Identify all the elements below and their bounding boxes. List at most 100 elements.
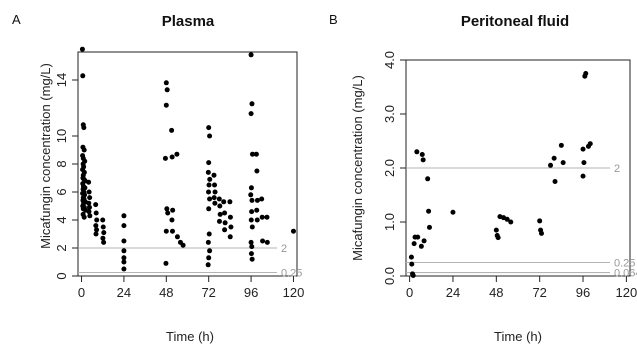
panel-b-data-point	[426, 224, 432, 230]
panel-a-data-point	[169, 154, 175, 160]
panel-a-data-point	[121, 259, 127, 265]
panel-b-data-point	[410, 272, 416, 278]
panel-a-data-point	[248, 52, 254, 58]
panel-b-data-point	[548, 162, 554, 168]
panel-a-y-tick-label: 0	[54, 272, 69, 279]
panel-a-data-point	[205, 262, 211, 268]
panel-a-data-point	[211, 172, 217, 178]
panel-a-data-point	[249, 101, 255, 107]
panel-a-data-point	[81, 147, 87, 153]
panel-b-data-point	[504, 216, 510, 222]
panel-a-data-point	[93, 223, 99, 229]
panel-a-letter: A	[12, 12, 21, 27]
panel-a-y-tick-label: 10	[54, 129, 69, 143]
panel-a-data-point	[207, 176, 213, 182]
panel-a-data-point	[100, 235, 106, 241]
panel-a-data-point	[206, 206, 212, 212]
panel-b-reference-line-label: 0.064	[614, 268, 637, 280]
panel-a-data-point	[86, 209, 92, 215]
panel-a-data-point	[260, 238, 266, 244]
panel-a-data-point	[206, 182, 212, 188]
panel-a-y-tick-label: 2	[54, 244, 69, 251]
panel-a-data-point	[87, 213, 93, 219]
panel-a-data-point	[254, 207, 260, 213]
panel-a-reference-line-label: 2	[281, 243, 287, 255]
panel-b-data-point	[420, 157, 426, 163]
panel-a-data-point	[121, 248, 127, 254]
panel-a-data-point	[248, 217, 254, 223]
panel-b-data-point	[450, 209, 456, 215]
panel-b-reference-line-label: 0.25	[614, 258, 635, 270]
panel-a-data-point	[254, 168, 260, 174]
panel-a-y-tick-label: 14	[54, 73, 69, 87]
panel-a-x-tick-label: 120	[283, 285, 305, 300]
panel-a-data-point	[121, 213, 127, 219]
panel-a-data-point	[93, 202, 99, 208]
panel-b-title: Peritoneal fluid	[461, 13, 569, 30]
panel-b-data-point	[560, 160, 566, 166]
panel-a-data-point	[86, 204, 92, 210]
panel-b-data-point	[418, 243, 424, 249]
panel-a-data-point	[212, 182, 218, 188]
panel-a-data-point	[205, 239, 211, 245]
panel-a-data-point	[101, 239, 107, 245]
panel-a-data-point	[169, 217, 175, 223]
panel-b-data-point	[414, 149, 420, 155]
panel-a-data-point	[227, 214, 233, 220]
panel-b-data-point	[408, 254, 414, 260]
panel-a-data-point	[207, 196, 213, 202]
panel-b: B Peritoneal fluid Micafungin concentrat…	[329, 12, 637, 344]
panel-a-data-point	[217, 203, 223, 209]
panel-a-data-point	[216, 196, 222, 202]
panel-a-data-point	[254, 197, 260, 203]
panel-a-data-point	[205, 169, 211, 175]
panel-b-data-point	[583, 71, 589, 76]
panel-a-data-point	[169, 228, 175, 234]
panel-a-data-point	[79, 46, 85, 52]
panel-a-data-point	[222, 227, 228, 233]
panel-a-data-point	[163, 80, 169, 86]
panel-b-y-tick-label: 3.0	[382, 105, 397, 123]
panel-a-data-point	[174, 234, 180, 240]
panel-a-data-point	[264, 214, 270, 220]
panel-b-data-point	[581, 160, 587, 166]
panel-b-y-tick-label: 0.0	[382, 267, 397, 285]
panel-a-data-point	[206, 189, 212, 195]
panel-a-data-point	[169, 127, 175, 133]
panel-a-data-point	[174, 151, 180, 157]
panel-a-data-point	[248, 185, 254, 191]
panel-a-data-point	[290, 228, 296, 234]
panel-a: A Plasma Micafungin concentration (mg/L)…	[12, 12, 304, 344]
panel-a-data-point	[94, 227, 100, 233]
panel-b-y-axis-label: Micafungin concentration (mg/L)	[350, 75, 365, 261]
panel-a-title: Plasma	[162, 13, 215, 30]
panel-b-x-tick-label: 120	[616, 285, 637, 300]
panel-a-data-point	[212, 200, 218, 206]
panel-b-data-point	[425, 176, 431, 182]
panel-a-data-point	[211, 195, 217, 201]
panel-a-x-tick-label: 48	[159, 285, 173, 300]
panel-b-data-point	[537, 218, 543, 224]
panel-a-data-point	[81, 214, 87, 220]
panel-a-data-point	[207, 248, 213, 254]
panel-a-data-point	[121, 255, 127, 261]
panel-a-data-point	[259, 196, 265, 202]
panel-a-data-point	[206, 160, 212, 166]
panel-b-data-point	[426, 208, 432, 214]
panel-a-data-point	[100, 224, 106, 230]
panel-a-y-tick-label: 8	[54, 160, 69, 167]
panel-a-data-point	[248, 239, 254, 245]
panel-a-data-point	[170, 207, 176, 213]
panel-b-data-point	[493, 227, 499, 233]
panel-b-data-point	[552, 179, 558, 184]
panel-a-data-point	[207, 133, 213, 139]
panel-b-reference-line-label: 2	[614, 163, 620, 175]
panel-b-data-point	[580, 173, 586, 179]
panel-a-y-tick-label: 6	[54, 188, 69, 195]
panel-b-data-point	[415, 234, 421, 240]
panel-a-data-point	[164, 206, 170, 212]
panel-a-data-point	[228, 224, 234, 230]
panel-b-x-tick-label: 96	[576, 285, 590, 300]
panel-a-data-point	[86, 200, 92, 206]
